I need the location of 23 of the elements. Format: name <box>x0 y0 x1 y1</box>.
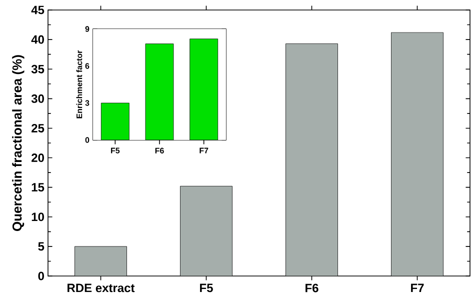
x-tick-label: RDE extract <box>68 284 135 292</box>
y-tick-label: 40 <box>31 35 44 44</box>
y-tick-label: 15 <box>32 183 44 192</box>
y-tick-label: 25 <box>32 124 44 132</box>
y-tick-label: 0 <box>85 137 90 143</box>
y-tick-label: 20 <box>32 154 44 162</box>
y-tick-label: 45 <box>31 6 44 14</box>
y-axis-title: Quercetin fractional area (%) <box>12 55 24 231</box>
y-tick-label: 0 <box>38 272 44 280</box>
y-tick-label: 6 <box>85 63 90 69</box>
y-tick-label: 9 <box>85 26 90 32</box>
y-tick-label: 30 <box>31 94 44 103</box>
x-tick-label: F6 <box>155 148 164 154</box>
x-tick-label: F7 <box>200 148 208 154</box>
x-tick-label: F5 <box>200 284 213 292</box>
y-tick-label: 10 <box>32 212 44 222</box>
x-tick-label: F7 <box>411 284 424 292</box>
y-tick-label: 5 <box>38 242 44 251</box>
x-tick-label: F5 <box>111 148 120 154</box>
y-axis-title: Enrichment factor <box>76 50 82 118</box>
y-tick-label: 3 <box>85 100 90 106</box>
x-tick-label: F6 <box>306 284 318 292</box>
y-tick-label: 35 <box>31 64 44 74</box>
